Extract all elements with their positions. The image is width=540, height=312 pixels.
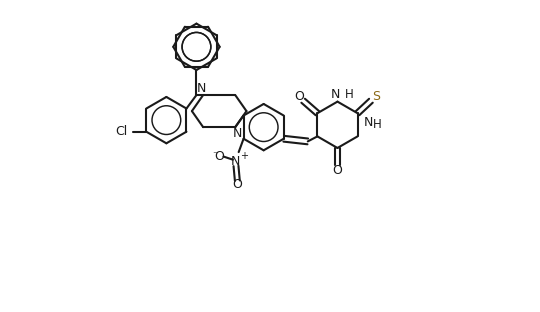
Text: O: O [294, 90, 304, 103]
Text: Cl: Cl [115, 125, 127, 138]
Text: S: S [372, 90, 380, 103]
Text: N: N [330, 88, 340, 101]
Text: +: + [240, 151, 247, 161]
Text: O: O [333, 164, 342, 177]
Text: O: O [214, 150, 225, 163]
Text: N: N [231, 155, 240, 168]
Text: N: N [364, 116, 373, 129]
Text: H: H [373, 118, 381, 131]
Text: H: H [345, 88, 353, 101]
Text: O: O [232, 178, 242, 191]
Text: N: N [232, 127, 242, 140]
Text: ⁻: ⁻ [212, 150, 218, 160]
Text: N: N [197, 82, 206, 95]
